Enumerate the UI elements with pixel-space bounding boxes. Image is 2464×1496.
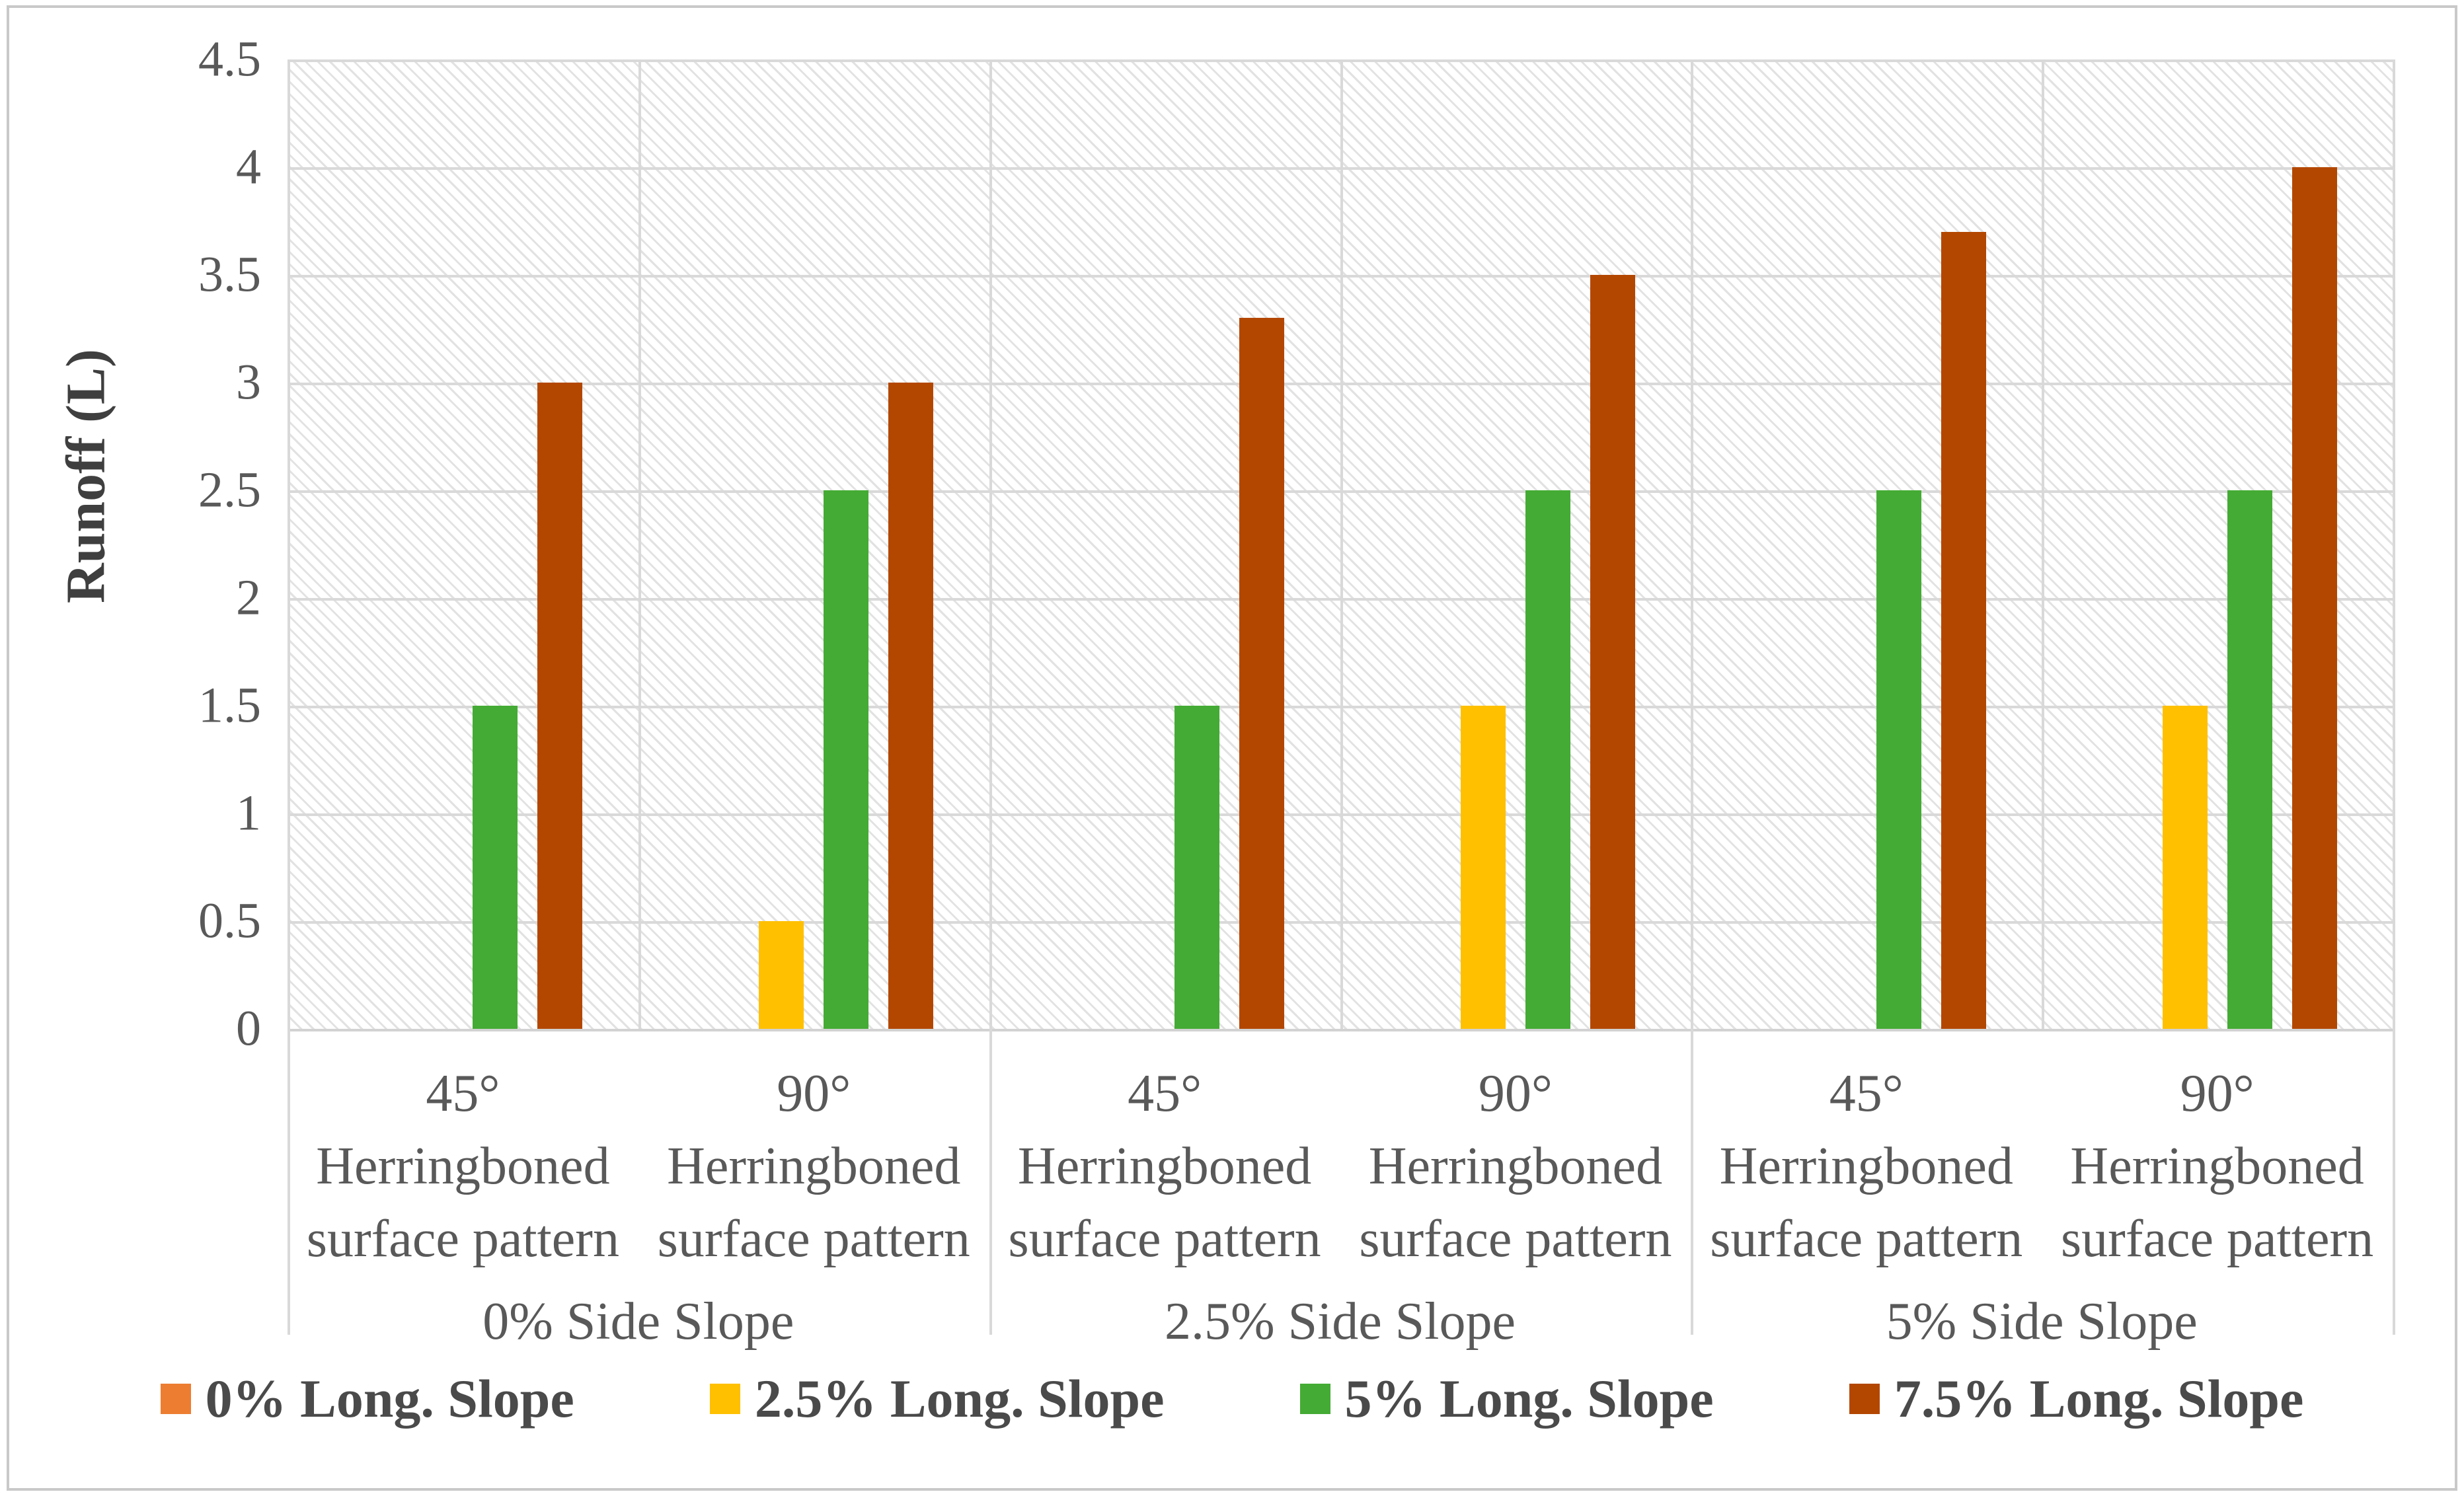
category-pattern-line2: surface pattern (1359, 1210, 1672, 1268)
x-section-label: 5% Side Slope (1886, 1292, 2198, 1351)
section-boundary-line (2393, 59, 2395, 1335)
x-category-label: 90° Herringboned surface pattern (638, 1057, 989, 1275)
category-pattern-line2: surface pattern (657, 1210, 970, 1268)
bar-group (1340, 275, 1691, 1029)
legend-label: 0% Long. Slope (205, 1368, 574, 1429)
bar-7.5.-long-slope (888, 383, 934, 1029)
section-boundary-line (1691, 59, 1693, 1335)
legend-label: 7.5% Long. Slope (1894, 1368, 2304, 1429)
category-pattern-line1: Herringboned (316, 1137, 610, 1195)
section-boundary-line (989, 59, 992, 1335)
y-tick-label: 4.5 (198, 31, 261, 87)
x-section-label: 2.5% Side Slope (1164, 1292, 1516, 1351)
legend-color-marker (1299, 1384, 1330, 1414)
bar-group (638, 383, 989, 1029)
bar-7.5.-long-slope (2291, 167, 2337, 1029)
bar-2.5.-long-slope (1460, 706, 1506, 1029)
category-pattern-line2: surface pattern (306, 1210, 619, 1268)
x-axis-line (288, 1029, 2393, 1031)
y-tick-label: 4 (236, 139, 261, 195)
x-category-label: 45° Herringboned surface pattern (288, 1057, 638, 1275)
y-tick-label: 1.5 (198, 677, 261, 733)
bar-7.5.-long-slope (1941, 232, 1986, 1029)
legend-color-marker (160, 1384, 191, 1414)
category-angle-label: 90° (1478, 1065, 1553, 1123)
bar-5.-long-slope (824, 490, 869, 1029)
legend: 0% Long. Slope 2.5% Long. Slope 5% Long. S… (0, 1368, 2464, 1430)
legend-color-marker (1849, 1384, 1880, 1414)
category-pattern-line2: surface pattern (2061, 1210, 2374, 1268)
category-angle-label: 90° (777, 1065, 851, 1123)
y-tick-label: 2.5 (198, 462, 261, 518)
category-pattern-line1: Herringboned (1368, 1137, 1663, 1195)
legend-color-marker (709, 1384, 740, 1414)
y-tick-label: 1 (236, 785, 261, 841)
section-boundary-line (288, 59, 290, 1335)
y-tick-label: 0.5 (198, 893, 261, 949)
bar-group (2042, 167, 2393, 1029)
bar-5.-long-slope (2227, 490, 2272, 1029)
y-tick-label: 2 (236, 570, 261, 626)
bar-5.-long-slope (473, 706, 518, 1029)
category-angle-label: 45° (426, 1065, 500, 1123)
bar-7.5.-long-slope (1590, 275, 1635, 1029)
x-section-label: 0% Side Slope (482, 1292, 794, 1351)
category-pattern-line1: Herringboned (667, 1137, 961, 1195)
bar-7.5.-long-slope (537, 383, 583, 1029)
legend-item: 2.5% Long. Slope (709, 1368, 1165, 1430)
x-category-label: 45° Herringboned surface pattern (989, 1057, 1340, 1275)
bar-2.5.-long-slope (759, 921, 804, 1029)
x-category-label: 45° Herringboned surface pattern (1691, 1057, 2042, 1275)
category-pattern-line2: surface pattern (1710, 1210, 2023, 1268)
category-pattern-line1: Herringboned (1719, 1137, 2013, 1195)
subgroup-separator-line (638, 59, 641, 1029)
x-category-label: 90° Herringboned surface pattern (1340, 1057, 1691, 1275)
bar-2.5.-long-slope (2162, 706, 2208, 1029)
y-tick-label: 3 (236, 354, 261, 410)
category-pattern-line1: Herringboned (1017, 1137, 1312, 1195)
subgroup-separator-line (2042, 59, 2044, 1029)
legend-item: 5% Long. Slope (1299, 1368, 1714, 1430)
subgroup-separator-line (1340, 59, 1343, 1029)
bar-7.5.-long-slope (1239, 318, 1285, 1029)
category-pattern-line2: surface pattern (1008, 1210, 1321, 1268)
legend-item: 7.5% Long. Slope (1849, 1368, 2304, 1430)
bar-group (989, 318, 1340, 1029)
category-angle-label: 45° (1829, 1065, 1904, 1123)
y-tick-label: 3.5 (198, 246, 261, 303)
plot-area (288, 59, 2393, 1031)
x-category-label: 90° Herringboned surface pattern (2042, 1057, 2393, 1275)
bar-5.-long-slope (1525, 490, 1570, 1029)
legend-item: 0% Long. Slope (160, 1368, 574, 1430)
category-angle-label: 90° (2180, 1065, 2254, 1123)
category-angle-label: 45° (1128, 1065, 1202, 1123)
bar-group (288, 383, 638, 1029)
category-pattern-line1: Herringboned (2070, 1137, 2364, 1195)
bar-group (1691, 232, 2042, 1029)
legend-label: 5% Long. Slope (1344, 1368, 1714, 1429)
bar-5.-long-slope (1174, 706, 1220, 1029)
legend-label: 2.5% Long. Slope (754, 1368, 1165, 1429)
bar-5.-long-slope (1876, 490, 1921, 1029)
y-tick-label: 0 (236, 1000, 261, 1057)
